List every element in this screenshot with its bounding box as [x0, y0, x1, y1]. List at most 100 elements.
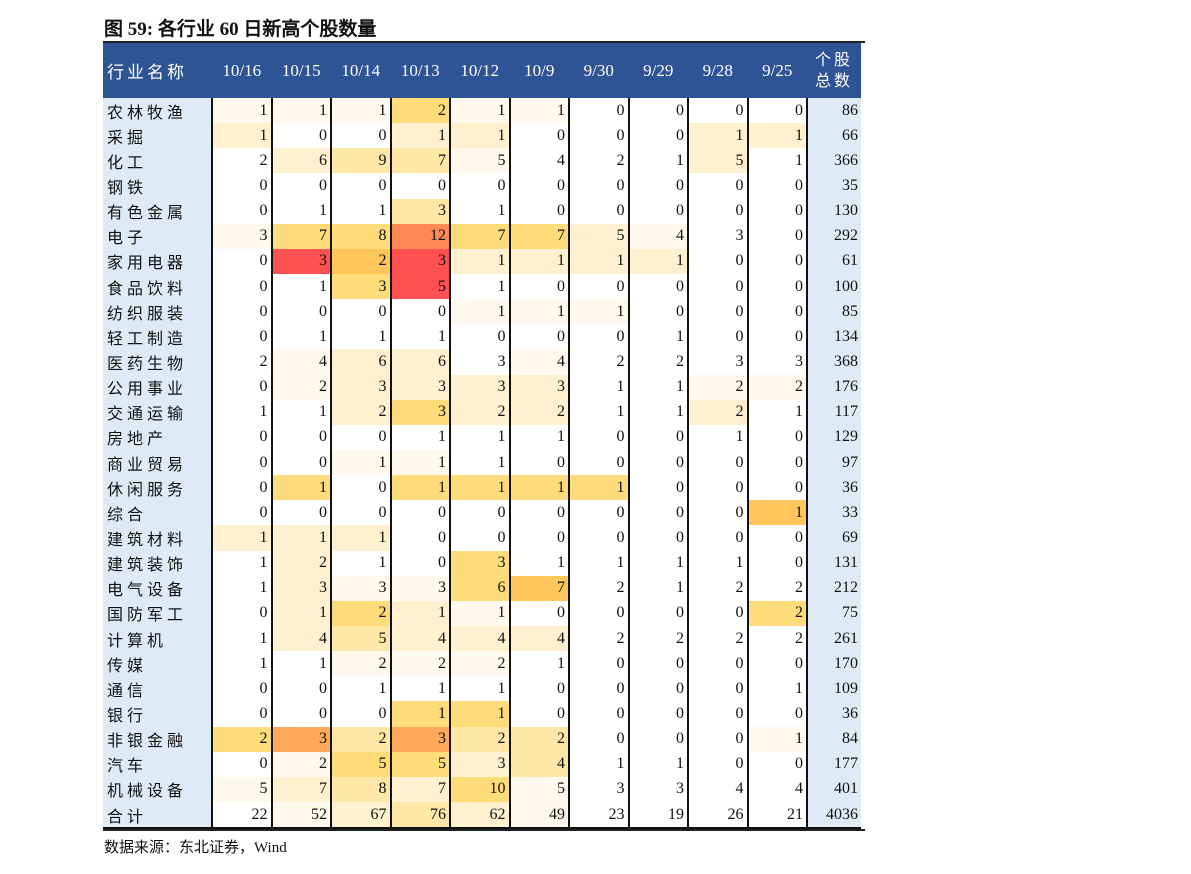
count-cell: 22 [211, 801, 272, 830]
count-cell: 2 [687, 625, 748, 652]
count-cell: 62 [449, 801, 510, 830]
count-cell: 2 [687, 374, 748, 400]
table-row: 采掘 1 0 0 1 1 0 0 0 1 1 66 [103, 123, 861, 149]
count-cell: 0 [568, 173, 629, 199]
count-cell: 1 [568, 751, 629, 777]
total-cell: 368 [806, 349, 861, 375]
industry-name: 商业贸易 [103, 449, 212, 476]
table-row: 建筑装饰 1 2 1 0 3 1 1 1 1 0 131 [103, 550, 861, 576]
count-cell: 3 [389, 374, 450, 400]
count-cell: 0 [746, 751, 807, 777]
count-cell: 0 [568, 500, 629, 526]
table-row: 纺织服装 0 0 0 0 1 1 1 0 0 0 85 [103, 299, 861, 325]
count-cell: 0 [568, 525, 629, 551]
table-row: 化工 2 6 9 7 5 4 2 1 5 1 366 [103, 148, 861, 174]
count-cell: 0 [330, 500, 391, 526]
count-cell: 0 [508, 324, 569, 350]
count-cell: 2 [746, 625, 807, 652]
count-cell: 3 [449, 349, 510, 375]
count-cell: 6 [449, 575, 510, 601]
count-cell: 7 [508, 223, 569, 249]
count-cell: 0 [389, 500, 450, 526]
count-cell: 1 [508, 550, 569, 576]
count-cell: 5 [389, 751, 450, 777]
header-date: 10/9 [509, 43, 569, 98]
total-cell: 35 [806, 173, 861, 199]
count-cell: 0 [449, 500, 510, 526]
count-cell: 12 [389, 223, 450, 249]
count-cell: 0 [330, 123, 391, 149]
count-cell: 3 [330, 374, 391, 400]
count-cell: 1 [627, 374, 688, 400]
total-cell: 109 [806, 676, 861, 702]
count-cell: 0 [687, 726, 748, 752]
total-cell: 100 [806, 273, 861, 300]
count-cell: 1 [687, 550, 748, 576]
header-date: 9/28 [688, 43, 748, 98]
count-cell: 0 [746, 651, 807, 677]
count-cell: 0 [568, 424, 629, 450]
industry-name: 机械设备 [103, 776, 212, 802]
table-row: 钢铁 0 0 0 0 0 0 0 0 0 0 35 [103, 173, 861, 199]
count-cell: 0 [330, 424, 391, 450]
count-cell: 1 [211, 123, 272, 149]
count-cell: 1 [330, 525, 391, 551]
count-cell: 1 [746, 123, 807, 149]
table-row: 非银金融 2 3 2 3 2 2 0 0 0 1 84 [103, 726, 861, 752]
count-cell: 0 [627, 651, 688, 677]
count-cell: 1 [211, 550, 272, 576]
count-cell: 1 [746, 726, 807, 752]
count-cell: 1 [270, 399, 331, 425]
count-cell: 4 [508, 625, 569, 652]
industry-name: 纺织服装 [103, 299, 212, 325]
count-cell: 7 [508, 575, 569, 601]
total-cell: 176 [806, 374, 861, 400]
count-cell: 0 [389, 173, 450, 199]
count-cell: 4 [627, 223, 688, 249]
table-row: 机械设备 5 7 8 7 10 5 3 3 4 4 401 [103, 776, 861, 802]
count-cell: 0 [211, 324, 272, 350]
count-cell: 1 [449, 299, 510, 325]
count-cell: 1 [627, 751, 688, 777]
header-date: 10/13 [390, 43, 450, 98]
count-cell: 1 [449, 123, 510, 149]
total-cell: 131 [806, 550, 861, 576]
count-cell: 2 [568, 349, 629, 375]
top-rule [103, 41, 865, 43]
header-date: 10/16 [212, 43, 272, 98]
count-cell: 0 [270, 424, 331, 450]
total-cell: 366 [806, 148, 861, 174]
count-cell: 2 [330, 600, 391, 626]
count-cell: 1 [449, 600, 510, 626]
count-cell: 0 [687, 500, 748, 526]
count-cell: 3 [270, 726, 331, 752]
source-note: 数据来源：东北证券，Wind [104, 840, 287, 856]
count-cell: 1 [627, 324, 688, 350]
count-cell: 2 [627, 625, 688, 652]
total-cell: 36 [806, 701, 861, 727]
header-industry: 行业名称 [103, 43, 212, 98]
header-date: 9/25 [747, 43, 807, 98]
count-cell: 3 [270, 248, 331, 274]
count-cell: 3 [389, 198, 450, 224]
table-row: 建筑材料 1 1 1 0 0 0 0 0 0 0 69 [103, 525, 861, 551]
count-cell: 0 [211, 424, 272, 450]
count-cell: 0 [211, 751, 272, 777]
count-cell: 1 [508, 299, 569, 325]
header-total-line2: 总数 [814, 72, 853, 90]
count-cell: 1 [508, 651, 569, 677]
count-cell: 2 [270, 751, 331, 777]
count-cell: 2 [568, 148, 629, 174]
industry-name: 家用电器 [103, 248, 212, 274]
count-cell: 2 [508, 726, 569, 752]
count-cell: 0 [627, 525, 688, 551]
count-cell: 1 [270, 324, 331, 350]
count-cell: 3 [687, 349, 748, 375]
count-cell: 0 [687, 651, 748, 677]
count-cell: 1 [568, 299, 629, 325]
count-cell: 1 [746, 399, 807, 425]
count-cell: 0 [389, 525, 450, 551]
industry-name: 银行 [103, 701, 212, 727]
count-cell: 0 [627, 701, 688, 727]
count-cell: 2 [330, 651, 391, 677]
